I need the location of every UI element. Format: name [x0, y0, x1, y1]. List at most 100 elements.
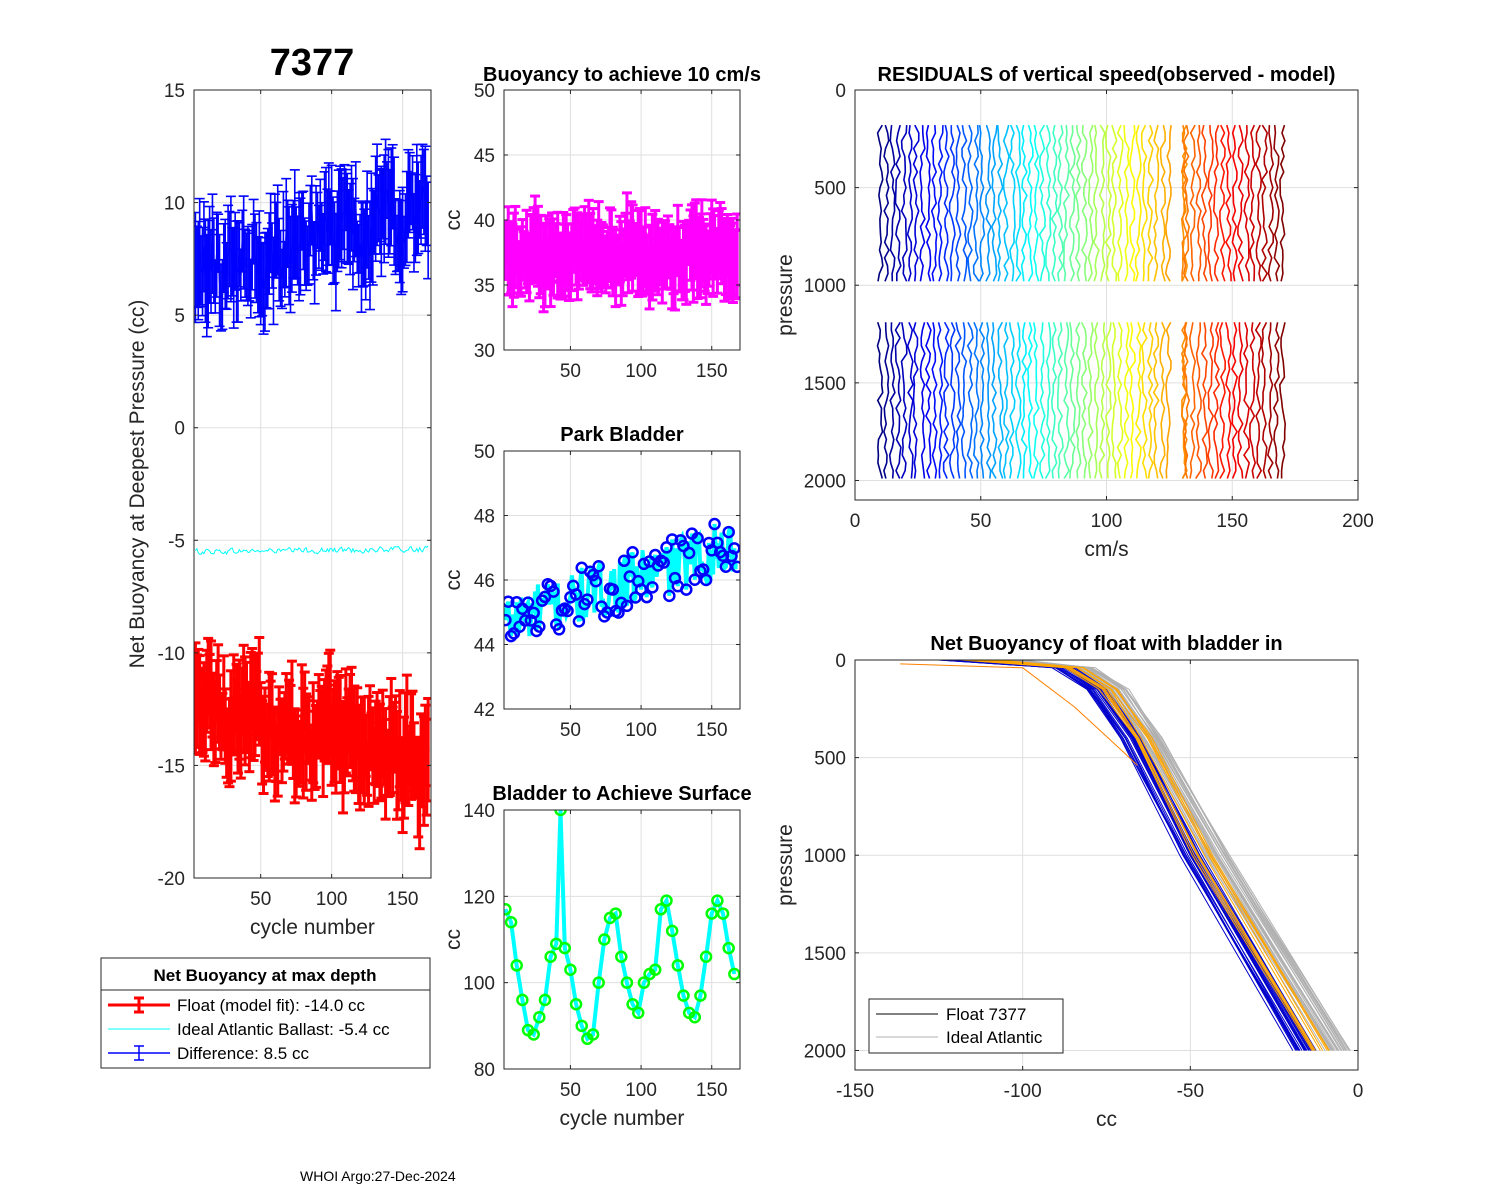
- profile-line: [883, 322, 890, 479]
- profile-line: [1050, 124, 1058, 282]
- x-tick-label: 100: [1091, 511, 1123, 532]
- plot-series: [194, 138, 431, 851]
- data-marker: [598, 933, 611, 946]
- y-axis-label: cc: [442, 210, 465, 231]
- data-marker: [648, 963, 662, 976]
- data-marker: [575, 1019, 588, 1033]
- data-marker: [620, 599, 634, 613]
- y-tick-label: -10: [158, 644, 185, 665]
- y-tick-label: 48: [474, 507, 495, 528]
- data-marker: [592, 560, 605, 573]
- x-tick-label: -150: [836, 1081, 874, 1102]
- y-tick-label: 1500: [804, 374, 846, 395]
- profile-line: [1075, 321, 1082, 479]
- chart-title: Net Buoyancy of float with bladder in: [930, 633, 1282, 655]
- profile-line: [1189, 124, 1196, 282]
- y-tick-label: 5: [174, 306, 185, 327]
- profile-line: [1158, 321, 1166, 479]
- x-tick-label: 150: [696, 1080, 728, 1101]
- legend-entry-difference: Difference: 8.5 cc: [108, 1044, 309, 1063]
- profile-line: [978, 124, 986, 282]
- data-marker: [521, 596, 535, 609]
- profile-line: [972, 322, 980, 479]
- x-tick-label: 100: [625, 720, 657, 741]
- profile-line: [966, 321, 974, 479]
- profile-line: [1188, 322, 1197, 479]
- profile-line: [888, 322, 896, 479]
- profile-line: [967, 124, 974, 282]
- profile-line: [1105, 322, 1112, 479]
- data-marker: [671, 959, 685, 972]
- profile-line: [1110, 124, 1118, 282]
- data-marker: [730, 560, 740, 574]
- footer-credit: WHOI Argo:27-Dec-2024: [300, 1168, 456, 1184]
- y-tick-label: 140: [463, 801, 495, 822]
- data-marker: [719, 560, 733, 573]
- profile-line: [1104, 124, 1112, 282]
- y-tick-label: -5: [168, 531, 185, 552]
- profile-line: [1243, 322, 1251, 479]
- profile-line: [1212, 124, 1220, 282]
- y-tick-label: 46: [474, 571, 495, 592]
- y-axis-label: cc: [442, 570, 465, 591]
- data-marker: [699, 573, 713, 587]
- data-marker: [504, 903, 512, 916]
- data-marker: [677, 989, 690, 1002]
- data-marker: [586, 568, 600, 582]
- data-marker: [516, 993, 529, 1007]
- y-tick-label: 35: [474, 276, 495, 297]
- profile-line: [1278, 322, 1287, 479]
- data-marker: [572, 615, 586, 628]
- series-line: [504, 523, 738, 637]
- legend-max-depth-title: Net Buoyancy at max depth: [154, 966, 377, 985]
- data-marker: [626, 998, 639, 1011]
- series-line: [504, 235, 739, 275]
- legend-max-depth: Net Buoyancy at max depth Float (model f…: [100, 957, 431, 1069]
- x-tick-label: 0: [1353, 1081, 1364, 1102]
- axes-box: [503, 89, 741, 351]
- y-tick-label: 2000: [804, 471, 846, 492]
- legend-ideal-label: Ideal Atlantic Ballast: -5.4 cc: [177, 1020, 390, 1039]
- chart-park-bladder: 50 100 150 42 44 46 48 50 Park Bladder cc: [442, 424, 741, 741]
- data-marker: [691, 531, 704, 545]
- data-marker: [680, 583, 693, 596]
- data-marker: [629, 591, 642, 604]
- profile-line: [1093, 322, 1100, 479]
- x-tick-label: 50: [970, 511, 991, 532]
- profile-line: [997, 321, 1004, 479]
- profile-line: [1033, 124, 1040, 282]
- data-marker: [626, 546, 639, 559]
- data-marker: [586, 1028, 600, 1041]
- y-tick-label: 0: [835, 651, 846, 672]
- profile-line: [991, 660, 1330, 1051]
- axes-box: [503, 450, 741, 710]
- legend-ideal-atlantic-label: Ideal Atlantic: [946, 1028, 1043, 1047]
- profile-line: [1165, 321, 1172, 479]
- profile-line: [1087, 124, 1094, 282]
- profile-line: [1063, 322, 1070, 479]
- chart-title: Bladder to Achieve Surface: [492, 783, 751, 805]
- legend-float-7377-label: Float 7377: [946, 1005, 1026, 1024]
- y-tick-label: 120: [463, 887, 495, 908]
- data-marker: [504, 629, 518, 643]
- profile-line: [894, 321, 902, 479]
- profile-line: [1039, 322, 1046, 479]
- data-marker: [702, 536, 716, 550]
- y-tick-label: 50: [474, 442, 495, 463]
- data-marker: [524, 614, 538, 627]
- profile-line: [1195, 322, 1203, 479]
- profile-line: [1164, 124, 1172, 282]
- data-marker: [547, 585, 560, 598]
- profile-line: [900, 663, 1138, 766]
- profile-line: [990, 322, 998, 479]
- axes-box: [503, 809, 741, 1070]
- data-marker: [699, 950, 713, 964]
- data-marker: [544, 950, 557, 964]
- float-id-title: 7377: [270, 42, 355, 84]
- profile-line: [1069, 322, 1076, 479]
- y-tick-label: -15: [158, 756, 185, 777]
- data-marker: [592, 976, 605, 989]
- profile-line: [1236, 322, 1244, 479]
- x-tick-label: 50: [560, 1080, 581, 1101]
- data-marker: [728, 967, 740, 981]
